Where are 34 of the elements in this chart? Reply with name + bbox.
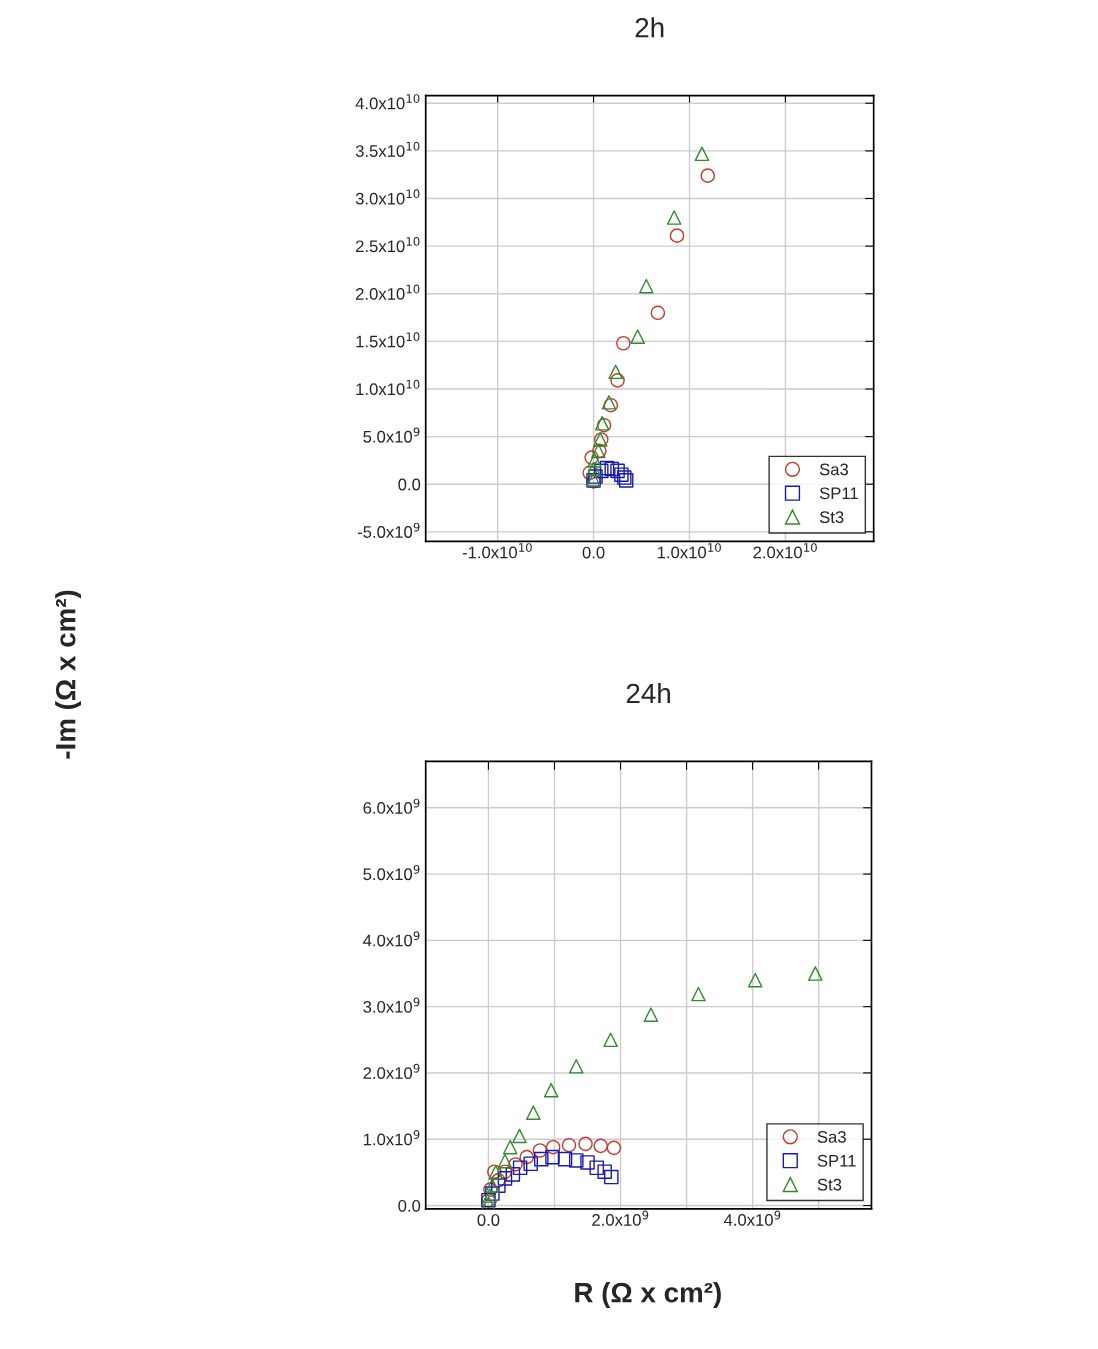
y-tick-label: 1.0x10$^{10}$ (356, 379, 420, 396)
legend-label: SP11 (819, 487, 858, 500)
x-tick-label: 4.0x10$^{9}$ (723, 1210, 781, 1226)
x-tick-label: 2.0x10$^{10}$ (753, 543, 817, 559)
legend-label: St3 (817, 1178, 842, 1191)
x-tick-label: 1.0x10$^{10}$ (657, 543, 721, 559)
y-tick-label: 6.0x10$^{9}$ (363, 798, 420, 814)
y-tick-label: 2.0x10$^{9}$ (363, 1063, 420, 1080)
y-tick-label: 3.0x10$^{9}$ (363, 997, 420, 1013)
x-tick-label: -1.0x10$^{10}$ (462, 543, 532, 559)
y-tick-label: 4.0x10$^{9}$ (363, 931, 420, 947)
y-tick-label: 4.0x10$^{10}$ (355, 94, 420, 110)
x-axis-title: R (Ω x cm²) (575, 1282, 721, 1308)
y-tick-label: -5.0x10$^{9}$ (357, 522, 420, 538)
y-tick-label: 5.0x10$^{9}$ (363, 864, 420, 881)
y-tick-label: 3.5x10$^{10}$ (355, 141, 420, 157)
y-tick-label: 5.0x10$^{9}$ (363, 427, 420, 443)
legend-label: St3 (819, 511, 844, 524)
x-tick-label: 0.0 (582, 546, 605, 559)
legend-label: Sa3 (819, 463, 849, 476)
y-tick-label: 2.5x10$^{10}$ (356, 236, 420, 253)
y-tick-label: 1.5x10$^{10}$ (356, 332, 420, 348)
y-tick-label: 3.0x10$^{10}$ (355, 189, 420, 205)
y-tick-label: 1.0x10$^{9}$ (363, 1130, 420, 1146)
legend-label: Sa3 (817, 1131, 846, 1143)
y-tick-label: 0.0 (398, 478, 421, 491)
y-tick-label: 2.0x10$^{10}$ (356, 284, 420, 300)
chart-title: 24h (626, 682, 670, 704)
y-axis-title: -Im (Ω x cm²) (55, 590, 82, 759)
y-tick-label: 0.0 (398, 1199, 421, 1212)
x-tick-label: 0.0 (477, 1214, 500, 1226)
legend-label: SP11 (817, 1154, 856, 1167)
chart-title: 2h (635, 17, 664, 38)
x-tick-label: 2.0x10$^{9}$ (592, 1210, 649, 1226)
